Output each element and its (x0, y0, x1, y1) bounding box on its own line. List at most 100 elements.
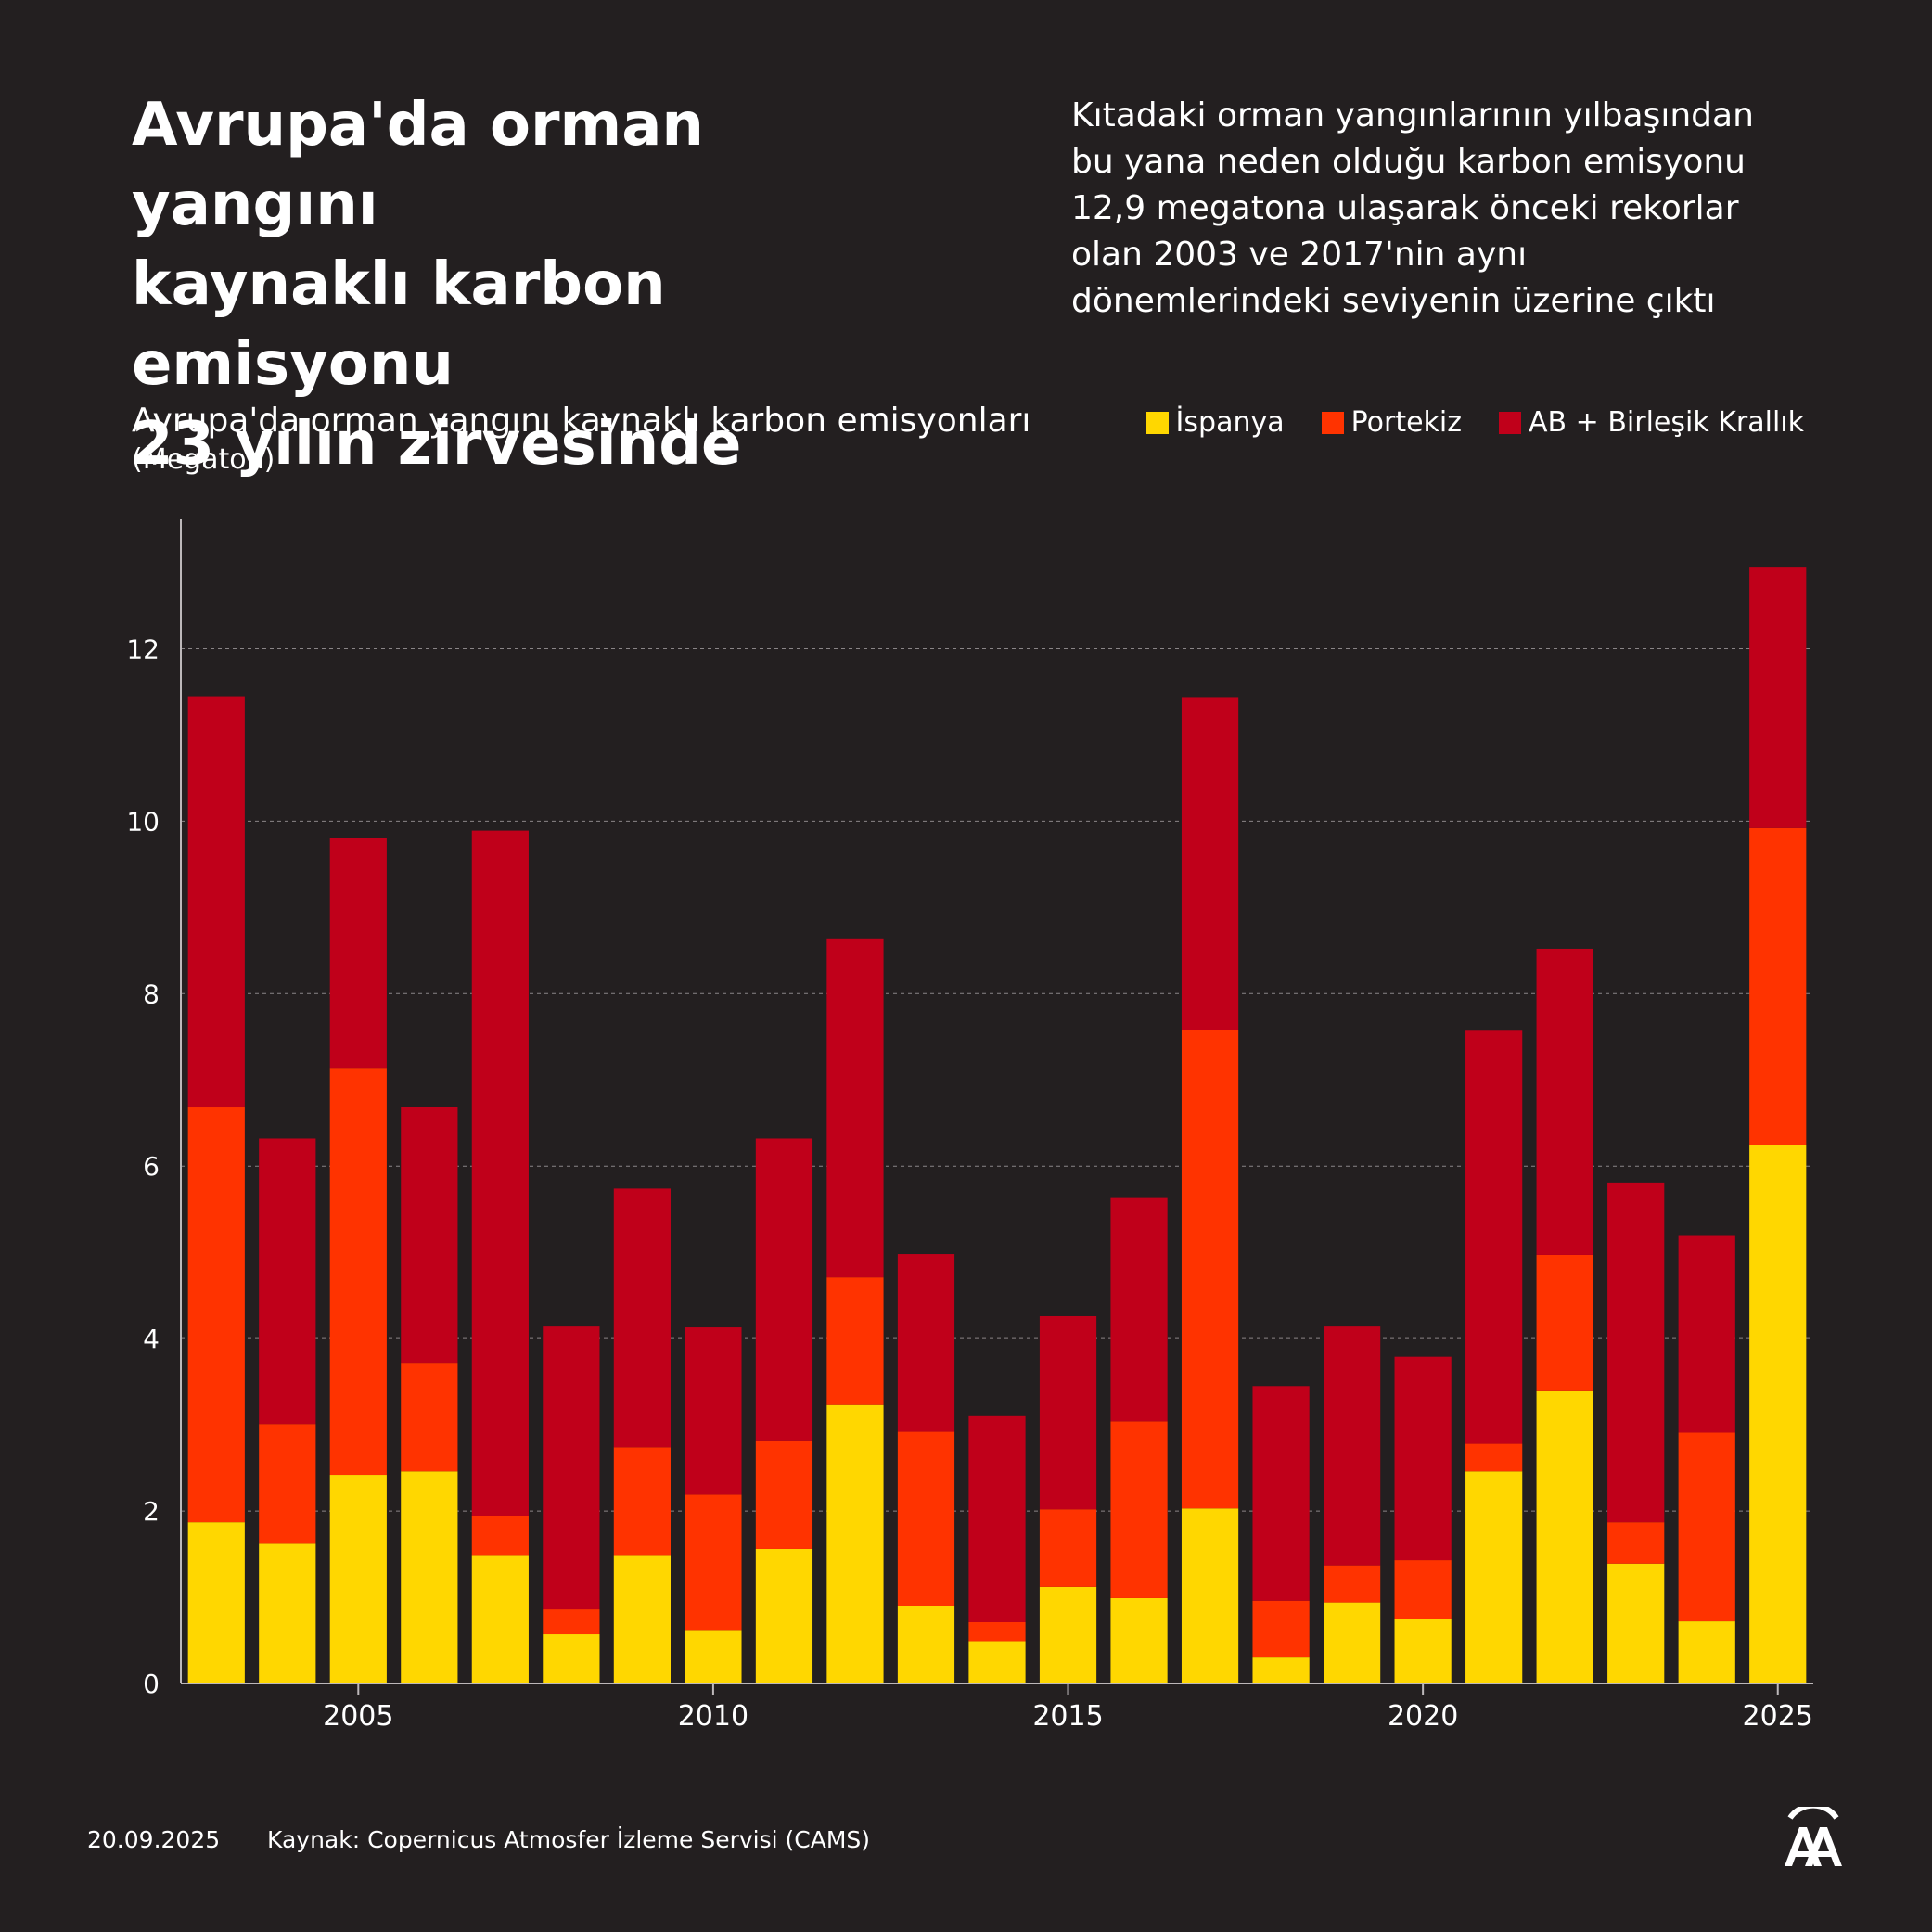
legend-label: AB + Birleşik Krallık (1529, 406, 1804, 439)
bar-segment (1607, 1182, 1665, 1523)
bar-segment (471, 830, 529, 1516)
legend-item-portekiz: Portekiz (1321, 406, 1462, 440)
bar-segment (401, 1107, 458, 1364)
bar-segment (1181, 1030, 1239, 1509)
bar-segment (1465, 1030, 1523, 1444)
bar-segment (1110, 1421, 1168, 1598)
bar-segment (329, 838, 387, 1069)
bar-segment (1181, 697, 1239, 1030)
y-tick-label: 12 (126, 633, 160, 664)
subtitle-line: 12,9 megatona ulaşarak önceki rekorlar (1071, 189, 1739, 227)
bar-segment (1465, 1443, 1523, 1472)
footer-source: Kaynak: Copernicus Atmosfer İzleme Servi… (267, 1826, 871, 1853)
subtitle-line: dönemlerindeki seviyenin üzerine çıktı (1071, 282, 1716, 320)
title-line: kaynaklı karbon emisyonu (132, 250, 666, 399)
bar-segment (543, 1609, 600, 1635)
bar-segment (826, 1277, 884, 1405)
bar-segment (329, 1475, 387, 1683)
bar-segment (1252, 1386, 1310, 1601)
bar-segment (1749, 1145, 1807, 1683)
bar-segment (1039, 1509, 1097, 1587)
bar-segment (1678, 1621, 1735, 1683)
page-subtitle: Kıtadaki orman yangınlarının yılbaşından… (1071, 93, 1906, 325)
page-title: Avrupa'da orman yangını kaynaklı karbon … (132, 85, 966, 484)
bar-segment (1678, 1235, 1735, 1433)
bar-segment (1536, 1390, 1593, 1683)
legend-swatch-portekiz (1321, 412, 1344, 434)
legend-label: İspanya (1175, 406, 1285, 439)
y-tick-label: 4 (143, 1324, 160, 1354)
subtitle-line: olan 2003 ve 2017'nin aynı (1071, 236, 1528, 274)
bar-segment (187, 1522, 245, 1683)
y-tick-label: 0 (143, 1669, 160, 1699)
x-tick-label: 2010 (678, 1700, 748, 1733)
bar-segment (1252, 1600, 1310, 1658)
subtitle-line: bu yana neden olduğu karbon emisyonu (1071, 143, 1746, 181)
x-tick-label: 2005 (323, 1700, 393, 1733)
bar-segment (1324, 1326, 1381, 1566)
bar-segment (685, 1494, 742, 1631)
bar-segment (685, 1630, 742, 1683)
bar-segment (259, 1424, 316, 1544)
bar-segment (968, 1641, 1026, 1683)
bar-segment (401, 1471, 458, 1683)
bar-segment (471, 1516, 529, 1556)
bar-segment (1678, 1432, 1735, 1622)
bar-segment (1749, 827, 1807, 1145)
chart-title: Avrupa'da orman yangını kaynaklı karbon … (132, 402, 1031, 440)
bar-segment (259, 1138, 316, 1425)
bar-segment (897, 1606, 955, 1683)
y-tick-label: 8 (143, 979, 160, 1009)
bar-segment (329, 1068, 387, 1476)
y-tick-label: 10 (126, 806, 160, 837)
legend-item-ab-birlesik-krallik: AB + Birleşik Krallık (1499, 406, 1804, 440)
bar-segment (543, 1326, 600, 1610)
aa-logo-icon (1785, 1807, 1842, 1866)
bar-segment (613, 1188, 671, 1448)
footer-date: 20.09.2025 (87, 1826, 221, 1853)
bar-segment (1252, 1657, 1310, 1683)
bar-segment (897, 1254, 955, 1432)
bar-segment (1536, 1254, 1593, 1391)
bar-segment (968, 1415, 1026, 1622)
x-tick-label: 2015 (1032, 1700, 1103, 1733)
chart-legend: İspanya Portekiz AB + Birleşik Krallık (1145, 406, 1804, 440)
bar-segment (755, 1138, 813, 1441)
bar-segment (1394, 1619, 1452, 1683)
bar-segment (1465, 1471, 1523, 1683)
bar-segment (187, 1107, 245, 1523)
bar-segment (471, 1555, 529, 1683)
bar-segment (1536, 948, 1593, 1255)
bar-segment (1324, 1602, 1381, 1683)
bar-segment (755, 1548, 813, 1683)
bar-segment (755, 1440, 813, 1549)
bar-segment (685, 1327, 742, 1495)
bar-segment (1039, 1586, 1097, 1683)
chart-unit: (Megaton) (132, 443, 275, 476)
bar-segment (1394, 1560, 1452, 1619)
legend-swatch-ispanya (1145, 412, 1169, 434)
bar-segment (897, 1431, 955, 1606)
bar-segment (1607, 1563, 1665, 1683)
bar-segment (1324, 1565, 1381, 1603)
y-tick-label: 2 (143, 1496, 160, 1527)
bar-segment (613, 1447, 671, 1556)
bar-segment (187, 696, 245, 1108)
bar-segment (1110, 1597, 1168, 1683)
title-line: Avrupa'da orman yangını (132, 91, 704, 239)
bar-segment (968, 1621, 1026, 1642)
bar-segment (826, 1404, 884, 1683)
legend-swatch-ab-birlesik-krallik (1499, 412, 1521, 434)
bar-segment (1110, 1197, 1168, 1422)
subtitle-line: Kıtadaki orman yangınlarının yılbaşından (1071, 96, 1754, 134)
bar-segment (259, 1543, 316, 1683)
title-line: 23 yılın zirvesinde (132, 410, 742, 479)
bar-segment (401, 1363, 458, 1472)
bar-segment (1607, 1522, 1665, 1564)
bar-segment (543, 1634, 600, 1683)
y-tick-label: 6 (143, 1151, 160, 1182)
bar-segment (1181, 1508, 1239, 1683)
x-tick-label: 2020 (1388, 1700, 1458, 1733)
legend-label: Portekiz (1350, 406, 1462, 439)
bar-segment (1039, 1315, 1097, 1510)
